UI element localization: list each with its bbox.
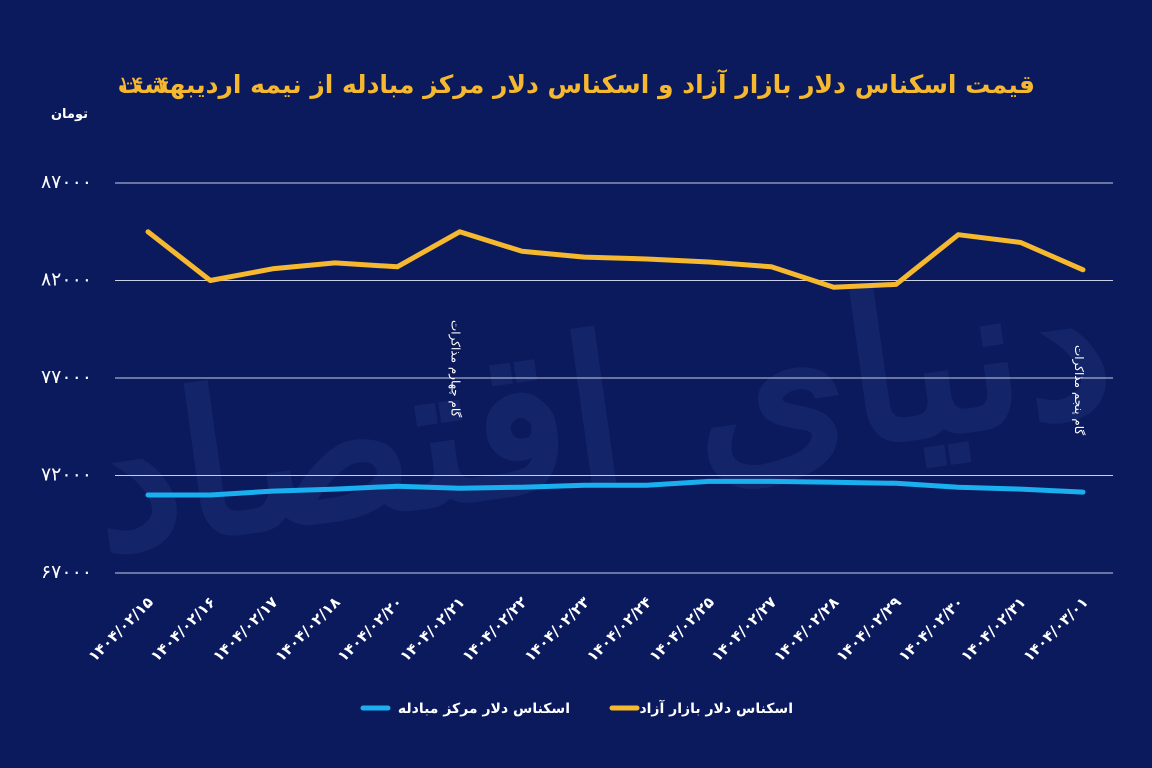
chart-title-main: قیمت اسکناس دلار بازار آزاد و اسکناس دلا… [118,69,1035,100]
x-tick-label: ۱۴۰۴/۰۲/۱۵ [85,593,157,665]
annotation-label: گام پنجم مذاکرات [1071,345,1086,435]
y-tick-label: ۶۷۰۰۰ [41,561,92,583]
y-tick-label: ۷۲۰۰۰ [41,464,92,486]
x-axis-ticks: ۱۴۰۴/۰۲/۱۵۱۴۰۴/۰۲/۱۶۱۴۰۴/۰۲/۱۷۱۴۰۴/۰۲/۱۸… [85,593,1092,665]
x-tick-label: ۱۴۰۴/۰۲/۲۹ [833,593,905,665]
gridlines [115,182,1113,574]
x-tick-label: ۱۴۰۴/۰۲/۲۸ [770,593,842,665]
chart-title: قیمت اسکناس دلار بازار آزاد و اسکناس دلا… [118,69,1035,100]
annotations: گام چهارم مذاکرات گام پنجم مذاکرات [448,320,1086,435]
legend-item-official: اسکناس دلار مرکز مبادله [360,701,570,717]
y-axis-unit-label: تومان [51,107,88,122]
y-tick-label: ۸۷۰۰۰ [41,171,92,193]
x-tick-label: ۱۴۰۴/۰۲/۳۰ [895,593,967,665]
legend: اسکناس دلار مرکز مبادله اسکناس دلار بازا… [360,699,793,717]
x-tick-label: ۱۴۰۴/۰۲/۱۷ [209,593,281,665]
x-tick-label: ۱۴۰۴/۰۲/۳۱ [957,593,1029,665]
x-tick-label: ۱۴۰۴/۰۲/۲۴ [583,593,655,665]
annotation-label: گام چهارم مذاکرات [448,320,463,418]
legend-item-free-market: اسکناس دلار بازار آزاد [609,699,793,717]
x-tick-label: ۱۴۰۴/۰۲/۱۶ [147,593,219,665]
series-line-official [145,478,1086,498]
x-tick-label: ۱۴۰۴/۰۲/۲۵ [646,593,718,665]
legend-label-official: اسکناس دلار مرکز مبادله [398,701,570,717]
x-tick-label: ۱۴۰۴/۰۲/۲۲ [459,593,531,665]
series-line-free-market [145,229,1086,290]
legend-label-free-market: اسکناس دلار بازار آزاد [639,699,793,717]
x-tick-label: ۱۴۰۴/۰۲/۱۸ [272,593,344,665]
y-axis-ticks: ۸۷۰۰۰ ۸۲۰۰۰ ۷۷۰۰۰ ۷۲۰۰۰ ۶۷۰۰۰ [41,171,92,583]
x-tick-label: ۱۴۰۴/۰۲/۲۰ [334,593,406,665]
x-tick-label: ۱۴۰۴/۰۲/۲۱ [396,593,468,665]
y-tick-label: ۸۲۰۰۰ [41,269,92,291]
x-tick-label: ۱۴۰۴/۰۲/۲۳ [521,593,593,665]
y-tick-label: ۷۷۰۰۰ [41,366,92,388]
x-tick-label: ۱۴۰۴/۰۳/۰۱ [1020,593,1092,665]
chart-title-year: ۱۴۰۴ [118,71,170,99]
x-tick-label: ۱۴۰۴/۰۲/۲۷ [708,593,780,665]
series-lines [145,229,1086,498]
watermark: دنیای اقتصاد [75,223,1125,599]
